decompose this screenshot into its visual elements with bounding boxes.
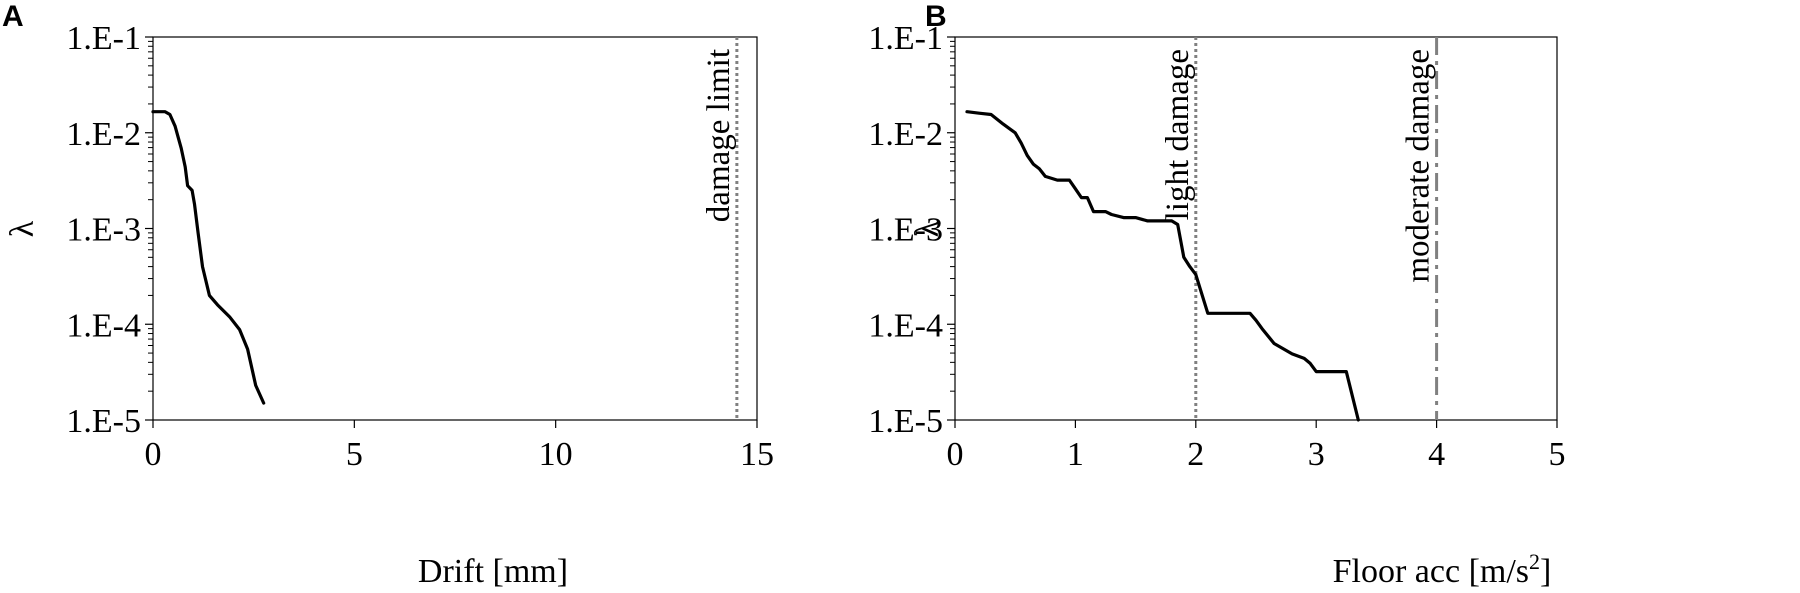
panel-a: A 1.E-5 1.E-4 1.E-3 1.E-2 1.E-1 0 5 10 15 damage … xyxy=(2,0,774,590)
y-tick-label-b: 1.E-3 xyxy=(868,212,943,249)
x-axis-title-a: Drift [mm] xyxy=(418,553,568,590)
x-tick-label-b: 2 xyxy=(1187,436,1204,473)
panel-a-marks: 1.E-5 1.E-4 1.E-3 1.E-2 1.E-1 0 5 10 15 damage li… xyxy=(66,20,774,473)
x-tick-label-b: 0 xyxy=(947,436,964,473)
panel-b: B 1.E-5 1.E-4 1.E-3 1.E-2 1.E-1 0 1 2 3 4 5 light d… xyxy=(868,0,1565,590)
plot-frame-b xyxy=(954,36,1558,421)
panel-letter-a: A xyxy=(2,0,24,33)
y-tick-label-b: 1.E-4 xyxy=(868,307,943,344)
x-tick-label-b: 4 xyxy=(1428,436,1445,473)
y-tick-label-a: 1.E-4 xyxy=(66,307,141,344)
y-tick-label-a: 1.E-5 xyxy=(66,403,141,440)
plot-frame-a xyxy=(152,36,758,421)
reference-label-b-0: light damage xyxy=(1160,49,1196,220)
reference-label-b-1: moderate damage xyxy=(1401,49,1437,283)
data-series-line-a-0 xyxy=(151,110,266,405)
panel-letter-b: B xyxy=(925,0,947,33)
x-tick-label-b: 1 xyxy=(1067,436,1084,473)
x-tick-label-b: 5 xyxy=(1549,436,1566,473)
x-tick-label-b: 3 xyxy=(1308,436,1325,473)
y-axis-title-a: λ xyxy=(4,220,41,237)
panel-b-marks: 1.E-5 1.E-4 1.E-3 1.E-2 1.E-1 0 1 2 3 4 5 light dam… xyxy=(868,20,1565,473)
x-tick-label-a: 15 xyxy=(740,436,774,473)
data-series-line-b-0 xyxy=(965,110,1360,422)
reference-label-a-0: damage limit xyxy=(701,49,737,222)
y-tick-label-a: 1.E-1 xyxy=(66,20,141,57)
y-tick-label-b: 1.E-5 xyxy=(868,403,943,440)
y-tick-label-b: 1.E-2 xyxy=(868,116,943,153)
x-tick-label-a: 5 xyxy=(346,436,363,473)
y-tick-label-a: 1.E-3 xyxy=(66,212,141,249)
x-axis-title-b: Floor acc [m/s2] xyxy=(1333,549,1552,590)
y-axis-title-b: λ xyxy=(909,220,946,237)
y-tick-label-a: 1.E-2 xyxy=(66,116,141,153)
x-tick-label-a: 0 xyxy=(145,436,162,473)
y-tick-label-b: 1.E-1 xyxy=(868,20,943,57)
x-tick-label-a: 10 xyxy=(539,436,573,473)
